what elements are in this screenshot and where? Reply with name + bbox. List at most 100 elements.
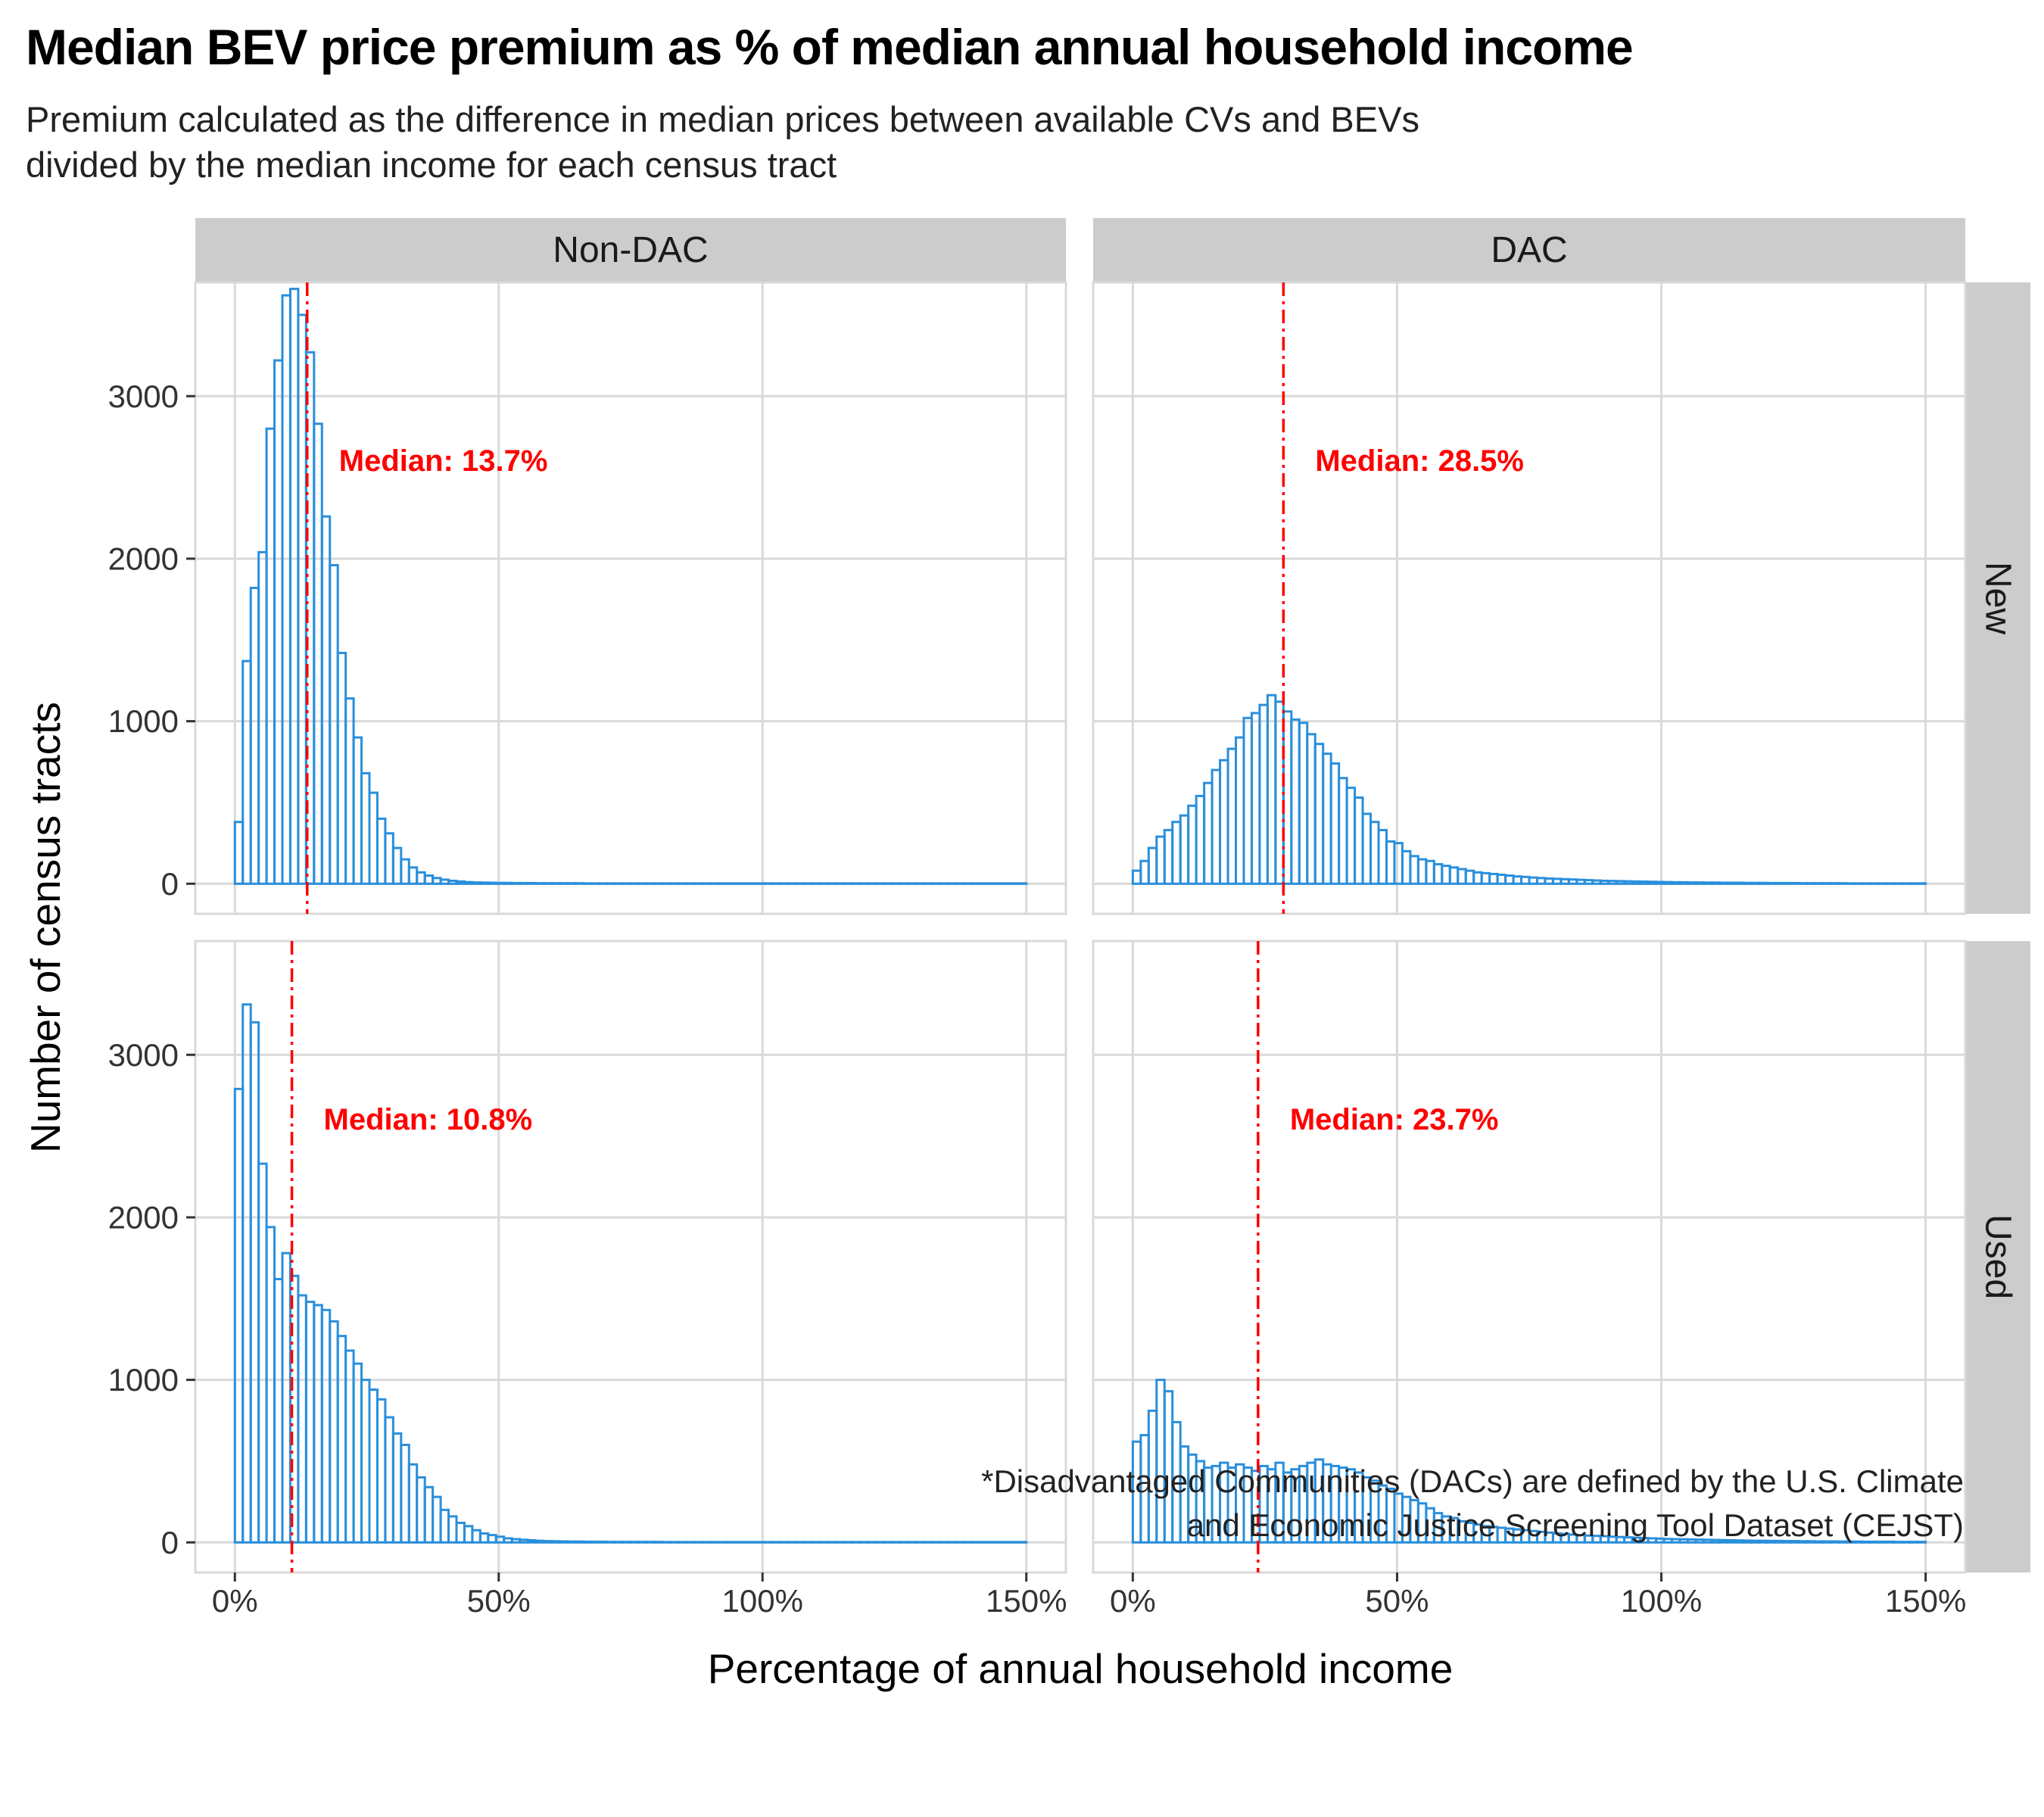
histogram-bar: [478, 1532, 490, 1544]
histogram-bar: [1790, 881, 1800, 885]
histogram-bar: [336, 1335, 347, 1544]
histogram-bar: [1441, 865, 1451, 885]
histogram-bar: [1354, 796, 1364, 885]
panel-used-non-dac: Median: 10.8% 0 1000 2000 3000 0% 50% 100% 150%: [108, 940, 1067, 1619]
histogram-bar: [407, 866, 419, 885]
histogram-bar: [1607, 880, 1618, 885]
histogram-bar: [558, 1540, 569, 1544]
histogram-bar: [304, 1301, 316, 1544]
histogram-bar: [526, 881, 537, 885]
histogram-bar: [1742, 881, 1753, 885]
x-tick-label: 0%: [1110, 1583, 1156, 1619]
histogram-bar: [463, 1525, 474, 1544]
histogram-bar: [494, 1535, 506, 1544]
chart-subtitle: Premium calculated as the difference in …: [26, 97, 1419, 188]
histogram-bar: [478, 881, 490, 885]
y-tick-label: 2000: [108, 1199, 179, 1235]
histogram-bar: [329, 1320, 339, 1544]
histogram-bar: [1551, 877, 1563, 885]
histogram-bar: [510, 1538, 522, 1544]
histogram-bar: [400, 858, 410, 885]
histogram-bar: [1219, 759, 1229, 885]
histogram-bar: [1758, 881, 1768, 885]
histogram-bar: [1488, 872, 1499, 885]
histogram-bar: [503, 1537, 513, 1544]
histogram-bar: [574, 1540, 584, 1544]
histogram-bar: [265, 427, 276, 885]
histogram-bar: [1694, 881, 1705, 885]
histogram-bar: [265, 1226, 276, 1544]
histogram-bar: [1409, 855, 1419, 885]
histogram-bar: [1774, 881, 1784, 885]
panel-border: [1092, 940, 1967, 1574]
histogram-bar: [360, 771, 371, 885]
histogram-bar: [416, 871, 426, 885]
panel-new-non-dac: Median: 13.7% 0 1000 2000 3000: [108, 281, 1067, 915]
histogram-bar: [1329, 762, 1341, 885]
histogram-bar: [1131, 869, 1142, 885]
histogram-bar: [1322, 753, 1332, 885]
histogram-bar: [1313, 743, 1325, 885]
histogram-bar: [1203, 781, 1214, 885]
histogram-bar: [487, 1534, 497, 1544]
histogram-bar: [1242, 716, 1253, 885]
histogram-bar: [1591, 879, 1602, 885]
y-tick-label: 0: [161, 1525, 179, 1560]
histogram-bar: [1916, 1541, 1927, 1544]
histogram-bar: [1671, 880, 1681, 885]
histogram-bar: [329, 564, 339, 885]
histogram-bar: [1734, 881, 1745, 885]
histogram-bar: [352, 1362, 363, 1544]
histogram-bar: [1662, 880, 1674, 885]
histogram-bar: [1377, 828, 1388, 885]
y-tick-label: 1000: [108, 703, 179, 739]
histogram-bar: [257, 1162, 268, 1544]
histogram-bar: [439, 1508, 450, 1544]
histogram-bar: [241, 659, 252, 885]
histogram-bar: [439, 878, 450, 885]
histogram-bar: [1504, 874, 1515, 885]
histogram-bar: [637, 1541, 648, 1544]
histogram-bar: [550, 1540, 561, 1544]
histogram-bar: [1615, 880, 1626, 885]
histogram-bar: [1266, 693, 1277, 885]
caption-line-2: and Economic Justice Screening Tool Data…: [1186, 1507, 1964, 1543]
median-label: Median: 23.7%: [1290, 1103, 1499, 1136]
histogram-bar: [400, 1443, 410, 1544]
facet-strip-used: [1965, 941, 2030, 1572]
y-tick-label: 1000: [108, 1362, 179, 1398]
histogram-bar: [391, 846, 403, 885]
histogram-bar: [336, 651, 347, 885]
histogram-bar: [233, 821, 245, 885]
histogram-bar: [1750, 881, 1761, 885]
histogram-bar: [487, 881, 497, 885]
histogram-bar: [257, 550, 268, 885]
histogram-bar: [375, 817, 387, 885]
histogram-bar: [1726, 881, 1737, 885]
histogram-bar: [503, 881, 513, 885]
histogram-bar: [1425, 859, 1435, 885]
x-tick-label: 100%: [1621, 1583, 1702, 1619]
histogram-bar: [1195, 794, 1206, 885]
histogram-bar: [297, 313, 307, 885]
histogram-bar: [1623, 880, 1634, 885]
histogram-bar: [1567, 878, 1578, 885]
histogram-bar: [1139, 859, 1150, 885]
histogram-bar: [384, 832, 394, 885]
histogram-bar: [1432, 863, 1444, 885]
histogram-bar: [368, 791, 379, 885]
histogram-bar: [249, 1021, 260, 1544]
median-label: Median: 28.5%: [1315, 444, 1524, 478]
facet-strip-non-dac: [195, 218, 1066, 282]
histogram-bar: [320, 515, 332, 885]
histogram-bar: [320, 1308, 332, 1544]
subtitle-line-2: divided by the median income for each ce…: [26, 145, 837, 185]
facet-label-dac: DAC: [1491, 230, 1567, 270]
histogram-bar: [510, 881, 522, 885]
histogram-bar: [432, 1495, 442, 1544]
histogram-bar: [233, 1087, 245, 1544]
histogram-bar: [1250, 712, 1261, 885]
caption-line-1: *Disadvantaged Communities (DACs) are de…: [981, 1463, 1964, 1499]
histogram-bar: [1393, 842, 1404, 885]
